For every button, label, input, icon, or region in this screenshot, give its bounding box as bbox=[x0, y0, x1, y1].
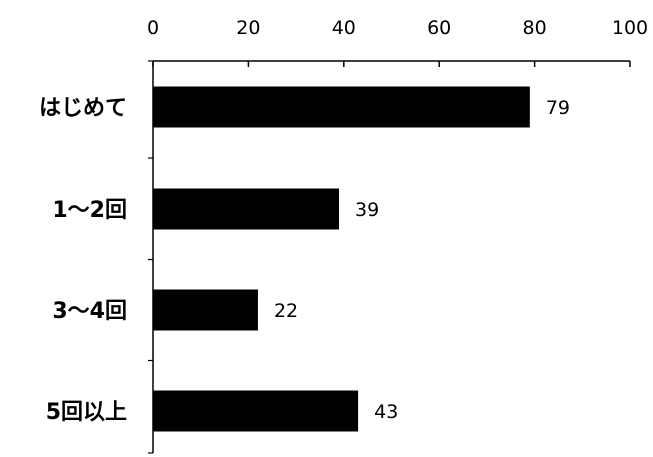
category-label: 1～2回 bbox=[52, 198, 127, 223]
value-label: 22 bbox=[274, 300, 298, 322]
category-label: 3～4回 bbox=[52, 299, 127, 324]
value-label: 39 bbox=[355, 199, 379, 221]
category-label: はじめて bbox=[39, 96, 127, 121]
x-tick-label: 100 bbox=[612, 17, 648, 39]
bar bbox=[153, 289, 258, 331]
x-tick-label: 80 bbox=[523, 17, 547, 39]
bar bbox=[153, 188, 340, 230]
bar bbox=[153, 86, 530, 128]
x-tick-label: 40 bbox=[332, 17, 356, 39]
value-label: 79 bbox=[546, 97, 570, 119]
axis-layer: 0 20 40 60 80 100 bbox=[147, 17, 648, 454]
labels-layer: はじめて 79 1～2回 39 3～4回 22 5回以上 43 bbox=[39, 96, 570, 425]
bar bbox=[153, 390, 359, 432]
x-tick-label: 60 bbox=[427, 17, 451, 39]
bars-layer bbox=[153, 86, 530, 432]
x-tick-label: 0 bbox=[147, 17, 159, 39]
value-label: 43 bbox=[374, 401, 398, 423]
category-label: 5回以上 bbox=[46, 400, 127, 425]
x-tick-label: 20 bbox=[236, 17, 260, 39]
